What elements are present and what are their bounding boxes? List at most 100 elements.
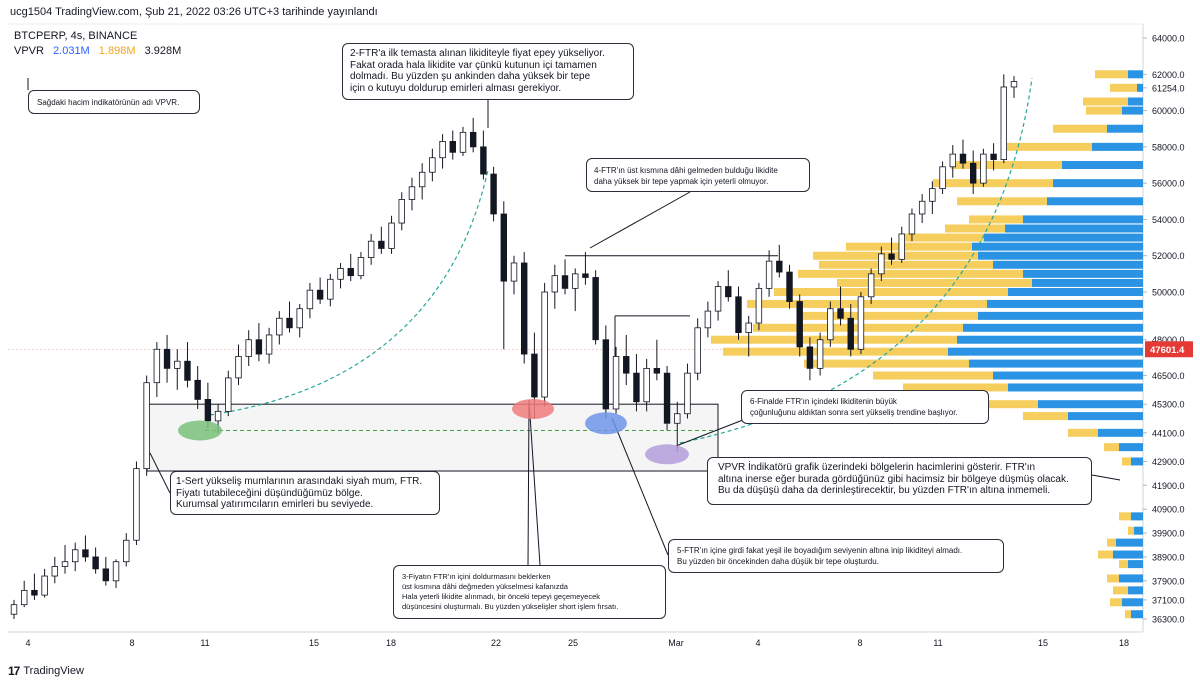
candle-body bbox=[235, 356, 242, 379]
time-tick-label: 11 bbox=[200, 638, 209, 648]
candle-body bbox=[316, 289, 324, 300]
volume-bar-sell bbox=[1098, 550, 1113, 559]
price-tick-label: 64000.0 bbox=[1152, 34, 1185, 44]
dashed-curve-left bbox=[209, 169, 489, 416]
candle-body bbox=[704, 310, 712, 329]
candle-body bbox=[806, 346, 814, 369]
price-tick-label: 40900.0 bbox=[1152, 505, 1185, 515]
volume-bar-buy bbox=[1131, 610, 1143, 619]
callout-ftr1: 1-Sert yükseliş mumlarının arasındaki si… bbox=[170, 471, 440, 515]
vpvr-value-total: 3.928M bbox=[144, 45, 182, 57]
pointer-ftr6 bbox=[675, 417, 749, 447]
volume-bar-sell bbox=[798, 269, 1023, 278]
green-highlight bbox=[178, 420, 222, 441]
volume-bar-buy bbox=[1005, 224, 1143, 233]
callout-ftr3: 3-Fiyatın FTR'ın içini doldurmasını bekl… bbox=[393, 565, 666, 619]
volume-bar-sell bbox=[1086, 106, 1122, 115]
time-tick-label: Mar bbox=[668, 638, 684, 648]
candle-body bbox=[725, 286, 732, 298]
candle-body bbox=[592, 277, 599, 341]
volume-bar-sell bbox=[774, 288, 1008, 296]
candle-body bbox=[225, 377, 232, 412]
candle-body bbox=[898, 233, 905, 260]
candle-body bbox=[449, 141, 456, 153]
price-tick-label: 46500.0 bbox=[1152, 371, 1185, 381]
candle-body bbox=[31, 589, 38, 596]
volume-bar-buy bbox=[987, 299, 1143, 308]
candle-body bbox=[20, 589, 28, 606]
volume-bar-buy bbox=[978, 311, 1143, 320]
volume-bar-buy bbox=[1116, 538, 1143, 547]
last-price-badge bbox=[1145, 341, 1193, 358]
candle-body bbox=[1010, 81, 1018, 88]
volume-bar-sell bbox=[1113, 586, 1128, 595]
candle-body bbox=[439, 141, 446, 159]
candle-body bbox=[755, 287, 763, 324]
candle-body bbox=[857, 296, 865, 350]
candle-body bbox=[204, 399, 212, 422]
candle-body bbox=[112, 561, 120, 582]
candle-body bbox=[674, 413, 681, 424]
candle-body bbox=[143, 382, 150, 470]
volume-bar-buy bbox=[978, 251, 1143, 260]
candle-body bbox=[102, 568, 110, 582]
volume-bar-sell bbox=[804, 359, 969, 368]
candle-body bbox=[265, 334, 273, 355]
candles bbox=[10, 74, 1018, 619]
candle-body bbox=[327, 278, 334, 300]
volume-bar-buy bbox=[1047, 197, 1143, 206]
volume-bar-sell bbox=[873, 371, 993, 380]
price-tick-label: 44100.0 bbox=[1152, 428, 1185, 438]
pointer-ftr3-a bbox=[527, 399, 530, 566]
volume-bar-buy bbox=[1128, 70, 1143, 79]
candle-body bbox=[980, 153, 987, 184]
candle-body bbox=[520, 262, 528, 355]
candle-body bbox=[490, 173, 497, 215]
highlight-markers bbox=[178, 398, 689, 465]
price-tick-label: 39900.0 bbox=[1152, 529, 1185, 539]
tradingview-brand: TradingView bbox=[23, 665, 84, 677]
volume-bar-sell bbox=[747, 299, 987, 308]
volume-bar-buy bbox=[1119, 574, 1143, 583]
volume-bar-sell bbox=[1125, 610, 1131, 619]
symbol-info: BTCPERP, 4s, BINANCE bbox=[14, 30, 138, 42]
volume-bar-buy bbox=[1128, 586, 1143, 595]
volume-bar-buy bbox=[1068, 412, 1143, 421]
candle-body bbox=[214, 410, 222, 422]
candle-body bbox=[990, 153, 997, 160]
volume-bar-sell bbox=[1002, 142, 1092, 151]
volume-bar-sell bbox=[1053, 124, 1107, 133]
candle-body bbox=[776, 260, 783, 273]
candle-body bbox=[969, 162, 977, 184]
candle-body bbox=[633, 372, 640, 403]
callout-vpvr-note: Sağdaki hacim indikatörünün adı VPVR. bbox=[28, 90, 200, 114]
candle-body bbox=[918, 200, 926, 215]
price-tick-label: 52000.0 bbox=[1152, 251, 1185, 261]
candle-body bbox=[245, 339, 252, 357]
pointer-ftr4 bbox=[589, 191, 691, 249]
callout-ftr5: 5-FTR'ın içine girdi fakat yeşil ile boy… bbox=[668, 539, 1004, 573]
volume-bar-buy bbox=[1053, 179, 1143, 188]
time-tick-label: 8 bbox=[129, 638, 134, 648]
candle-body bbox=[347, 268, 354, 277]
volume-bar-buy bbox=[1023, 215, 1143, 224]
candle-body bbox=[51, 566, 59, 577]
time-tick-label: 4 bbox=[25, 638, 30, 648]
candle-body bbox=[337, 268, 344, 280]
candle-body bbox=[1000, 86, 1008, 160]
candle-body bbox=[837, 308, 844, 319]
vpvr-value-up: 2.031M bbox=[53, 45, 90, 57]
volume-bar-buy bbox=[1008, 288, 1143, 296]
volume-bar-buy bbox=[1131, 457, 1143, 466]
time-tick-label: 25 bbox=[568, 638, 578, 648]
volume-bar-sell bbox=[1068, 428, 1098, 437]
volume-bar-sell bbox=[1107, 538, 1116, 547]
candle-body bbox=[551, 275, 559, 293]
volume-bar-sell bbox=[1110, 598, 1122, 607]
candle-body bbox=[10, 604, 18, 615]
candle-body bbox=[296, 308, 303, 329]
volume-bar-buy bbox=[1128, 560, 1143, 569]
candle-body bbox=[306, 289, 314, 310]
candle-body bbox=[531, 353, 538, 398]
